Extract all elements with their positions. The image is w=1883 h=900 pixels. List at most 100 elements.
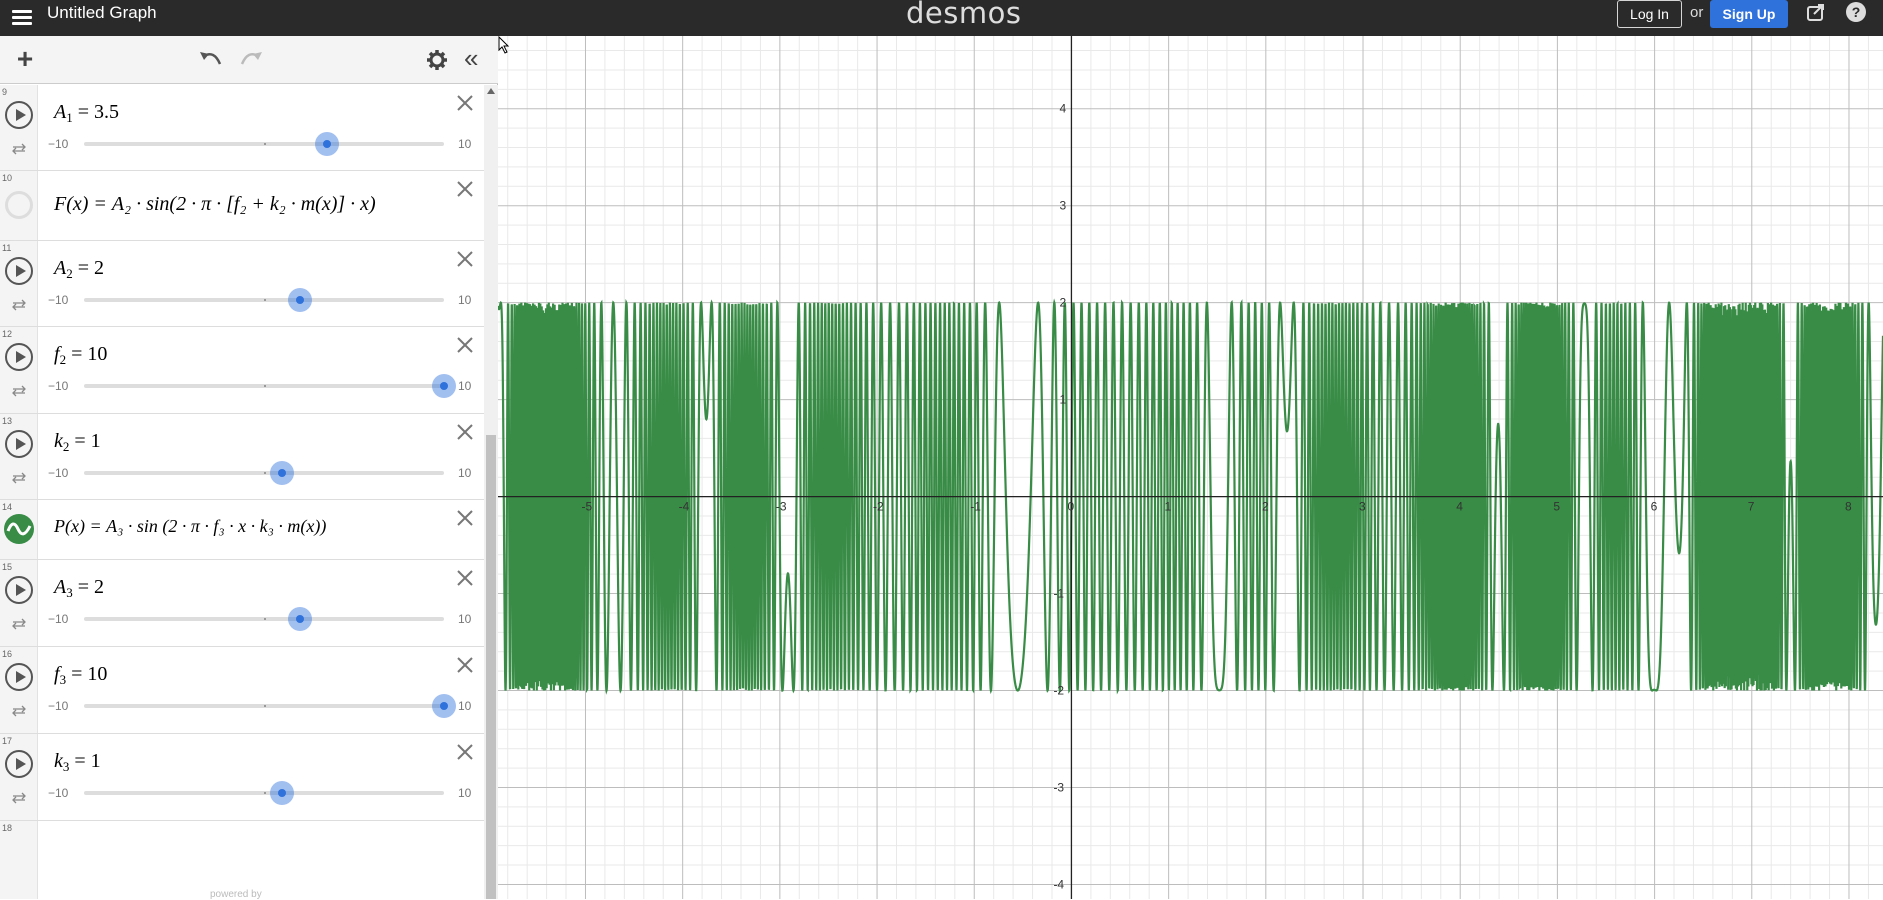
expression-text[interactable]: A2 = 2: [54, 257, 104, 281]
loop-icon[interactable]: [11, 705, 27, 717]
slider-track[interactable]: [84, 288, 444, 312]
expression-text[interactable]: A1 = 3.5: [54, 101, 119, 125]
slider-max[interactable]: 10: [458, 466, 472, 480]
settings-gear-icon[interactable]: [426, 49, 448, 71]
slider-min[interactable]: −10: [48, 379, 69, 393]
expression-row-a2[interactable]: 11 A2 = 2 −10 10: [0, 241, 484, 327]
row-gutter: 13: [0, 414, 38, 499]
row-gutter: 11: [0, 241, 38, 326]
add-item-button[interactable]: +: [16, 43, 34, 74]
x-tick-label: 7: [1748, 500, 1755, 514]
row-gutter: 10: [0, 171, 38, 240]
loop-icon[interactable]: [11, 143, 27, 155]
graph-title[interactable]: Untitled Graph: [47, 3, 157, 22]
expression-toolbar: + «: [0, 36, 498, 84]
delete-icon[interactable]: [455, 179, 475, 199]
variable-name: f: [54, 343, 60, 365]
slider-max[interactable]: 10: [458, 612, 472, 626]
y-tick-label: -4: [1053, 877, 1064, 891]
delete-icon[interactable]: [455, 249, 475, 269]
expression-row-f2[interactable]: 12 f2 = 10 −10 10: [0, 327, 484, 414]
slider-max[interactable]: 10: [458, 699, 472, 713]
expression-text[interactable]: k3 = 1: [54, 750, 101, 774]
play-icon[interactable]: [5, 101, 33, 129]
help-icon[interactable]: ?: [1846, 2, 1866, 22]
loop-icon[interactable]: [11, 792, 27, 804]
y-tick-label: 2: [1059, 296, 1066, 310]
slider-min[interactable]: −10: [48, 293, 69, 307]
function-body: A₃ · sin (2 · π · f₃ · x · k₃ · m(x)): [106, 516, 327, 536]
loop-icon[interactable]: [11, 299, 27, 311]
slider-knob[interactable]: [432, 694, 456, 718]
delete-icon[interactable]: [455, 335, 475, 355]
expression-row-k2[interactable]: 13 k2 = 1 −10 10: [0, 414, 484, 500]
play-icon[interactable]: [5, 663, 33, 691]
graph-svg[interactable]: -5 -4 -3 -2 -1 0 1 2 3 4 5 6 7 8 -4 -3 -2 -1 1 2 3 4: [498, 36, 1883, 899]
slider-knob[interactable]: [315, 132, 339, 156]
delete-icon[interactable]: [455, 93, 475, 113]
slider-knob[interactable]: [270, 781, 294, 805]
slider-track[interactable]: [84, 694, 456, 718]
hidden-graph-toggle-icon[interactable]: [5, 191, 33, 219]
play-icon[interactable]: [5, 576, 33, 604]
graph-canvas[interactable]: -5 -4 -3 -2 -1 0 1 2 3 4 5 6 7 8 -4 -3 -2 -1 1 2 3 4: [498, 36, 1883, 899]
expression-row-a1[interactable]: 9 A1 = 3.5 −10 10: [0, 85, 484, 171]
slider-track[interactable]: [84, 781, 444, 805]
expression-text[interactable]: f3 = 10: [54, 663, 108, 687]
expression-row-p[interactable]: 14 P(x) = A₃ · sin (2 · π · f₃ · x · k₃ …: [0, 500, 484, 560]
play-icon[interactable]: [5, 750, 33, 778]
delete-icon[interactable]: [455, 742, 475, 762]
expression-text[interactable]: k2 = 1: [54, 430, 101, 454]
expression-text[interactable]: A3 = 2: [54, 576, 104, 600]
slider-min[interactable]: −10: [48, 466, 69, 480]
slider-max[interactable]: 10: [458, 379, 472, 393]
expression-row-empty[interactable]: 18: [0, 821, 484, 899]
slider-knob[interactable]: [270, 461, 294, 485]
variable-name: A: [54, 101, 67, 123]
slider-track[interactable]: [84, 132, 444, 156]
slider-track[interactable]: [84, 461, 444, 485]
loop-icon[interactable]: [11, 472, 27, 484]
expression-row-k3[interactable]: 17 k3 = 1 −10 10: [0, 734, 484, 821]
loop-icon[interactable]: [11, 385, 27, 397]
signup-button[interactable]: Sign Up: [1710, 0, 1788, 28]
slider-max[interactable]: 10: [458, 293, 472, 307]
delete-icon[interactable]: [455, 508, 475, 528]
expression-text[interactable]: F(x) = A₂ · sin(2 · π · [f₂ + k₂ · m(x)]…: [54, 193, 376, 216]
slider-max[interactable]: 10: [458, 786, 472, 800]
expression-text[interactable]: P(x) = A₃ · sin (2 · π · f₃ · x · k₃ · m…: [54, 516, 326, 537]
delete-icon[interactable]: [455, 655, 475, 675]
play-icon[interactable]: [5, 430, 33, 458]
delete-icon[interactable]: [455, 568, 475, 588]
delete-icon[interactable]: [455, 422, 475, 442]
expression-row-a3[interactable]: 15 A3 = 2 −10 10: [0, 560, 484, 647]
slider-min[interactable]: −10: [48, 137, 69, 151]
share-icon[interactable]: [1806, 2, 1826, 22]
slider-min[interactable]: −10: [48, 786, 69, 800]
expression-text[interactable]: f2 = 10: [54, 343, 108, 367]
graph-visibility-icon[interactable]: [4, 514, 34, 544]
slider-knob[interactable]: [288, 288, 312, 312]
menu-icon[interactable]: [12, 8, 32, 28]
scroll-thumb[interactable]: [486, 435, 496, 899]
loop-icon[interactable]: [11, 618, 27, 630]
play-icon[interactable]: [5, 257, 33, 285]
slider-track[interactable]: [84, 607, 444, 631]
login-button[interactable]: Log In: [1617, 0, 1682, 28]
mouse-cursor-icon: [498, 36, 510, 54]
play-icon[interactable]: [5, 343, 33, 371]
undo-icon[interactable]: [198, 48, 224, 70]
collapse-panel-button[interactable]: «: [464, 43, 479, 73]
expression-row-f[interactable]: 10 F(x) = A₂ · sin(2 · π · [f₂ + k₂ · m(…: [0, 171, 484, 241]
slider-min[interactable]: −10: [48, 699, 69, 713]
redo-icon[interactable]: [238, 48, 264, 70]
scroll-up-arrow-icon[interactable]: [487, 88, 495, 94]
slider-min[interactable]: −10: [48, 612, 69, 626]
slider-knob[interactable]: [288, 607, 312, 631]
slider-track[interactable]: [84, 374, 456, 398]
y-tick-label: -3: [1053, 780, 1064, 794]
expression-row-f3[interactable]: 16 f3 = 10 −10 10: [0, 647, 484, 734]
slider-max[interactable]: 10: [458, 137, 472, 151]
panel-scrollbar[interactable]: [484, 85, 498, 899]
slider-knob[interactable]: [432, 374, 456, 398]
